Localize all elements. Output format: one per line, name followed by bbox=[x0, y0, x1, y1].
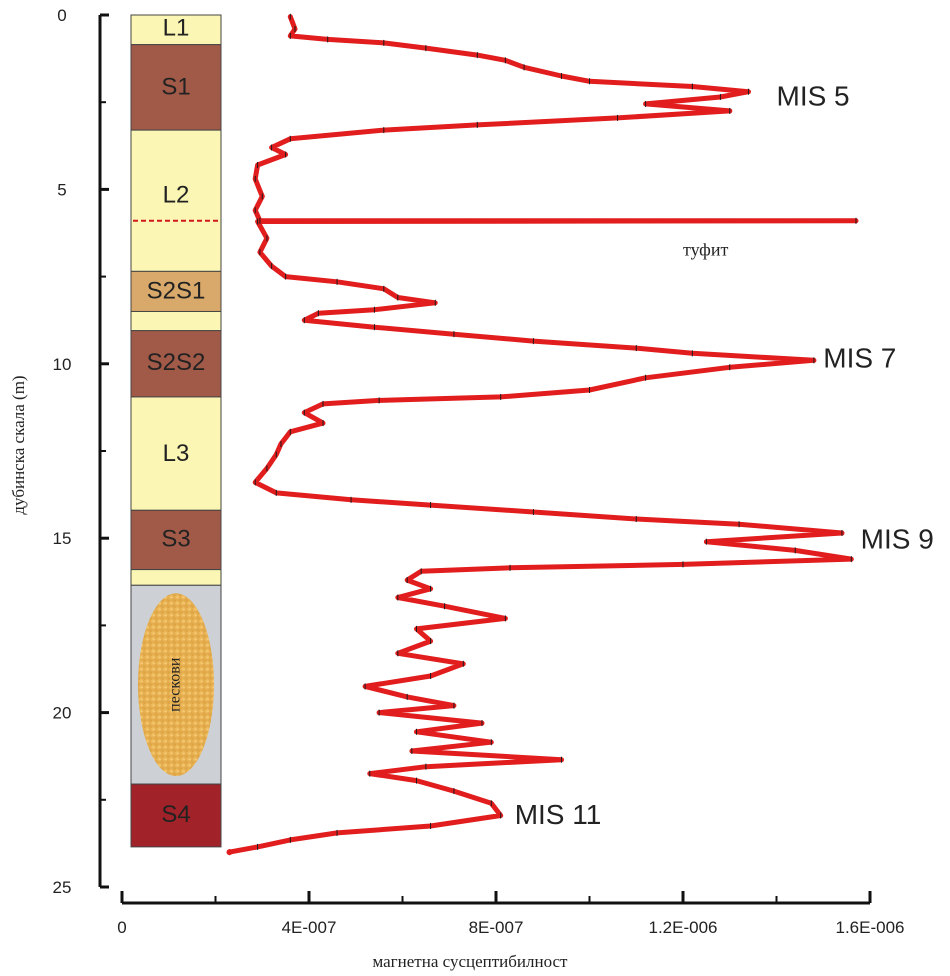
y-tick-label: 10 bbox=[53, 355, 72, 374]
series-line bbox=[227, 14, 859, 855]
x-tick-label: 1.6E-006 bbox=[836, 918, 905, 937]
layer-label-s4: S4 bbox=[161, 801, 190, 828]
mis-annotation: MIS 11 bbox=[515, 799, 602, 830]
layer-s2s2 bbox=[130, 330, 222, 398]
layer-l2 bbox=[130, 129, 222, 272]
layer-label-l2: L2 bbox=[163, 182, 190, 209]
stratigraphic-column: L1 S1 L2 S2S1 S2S2 L3 S3 пескови S4 bbox=[130, 14, 222, 848]
y-axis-label: дубинска скала (m) bbox=[9, 375, 28, 514]
layer-label-s3: S3 bbox=[161, 525, 190, 552]
annotations: MIS 5 MIS 7 MIS 9 MIS 11 туфит bbox=[515, 81, 934, 831]
y-tick-label: 0 bbox=[57, 6, 66, 25]
y-tick-label: 20 bbox=[53, 704, 72, 723]
layer-band-4 bbox=[130, 310, 222, 332]
x-axis-label: магнетна сусцептибилност bbox=[373, 952, 569, 971]
tuff-annotation: туфит bbox=[683, 240, 728, 260]
layer-s1 bbox=[130, 44, 222, 131]
x-tick-label: 8E-007 bbox=[469, 918, 524, 937]
sand-label: пескови bbox=[167, 657, 184, 712]
x-tick-label: 1.2E-006 bbox=[649, 918, 718, 937]
layer-l1 bbox=[130, 14, 222, 46]
sand-body bbox=[138, 593, 214, 777]
layer-label-l3: L3 bbox=[163, 440, 190, 467]
mis-annotation: MIS 9 bbox=[861, 524, 934, 555]
layer-label-s1: S1 bbox=[161, 74, 190, 101]
x-tick-label: 0 bbox=[117, 918, 126, 937]
layer-s4 bbox=[130, 783, 222, 848]
layer-s2s1 bbox=[130, 270, 222, 312]
layer-label-s2s1: S2S1 bbox=[147, 278, 206, 305]
mis-annotation: MIS 7 bbox=[823, 342, 896, 373]
y-tick-label: 15 bbox=[53, 529, 72, 548]
axes: 0 5 10 15 20 25 0 4E-007 8E-007 1.2E-006 1.6E-006 bbox=[53, 6, 905, 937]
y-tick-label: 25 bbox=[53, 878, 72, 897]
layer-label-l1: L1 bbox=[163, 14, 190, 41]
layer-label-s2s2: S2S2 bbox=[147, 349, 206, 376]
layer-l3 bbox=[130, 396, 222, 511]
y-tick-label: 5 bbox=[57, 180, 66, 199]
layer-band-8 bbox=[130, 569, 222, 586]
x-tick-label: 4E-007 bbox=[282, 918, 337, 937]
susceptibility-series bbox=[226, 13, 859, 856]
series-end-point bbox=[226, 849, 233, 856]
mis-annotation: MIS 5 bbox=[777, 81, 850, 112]
